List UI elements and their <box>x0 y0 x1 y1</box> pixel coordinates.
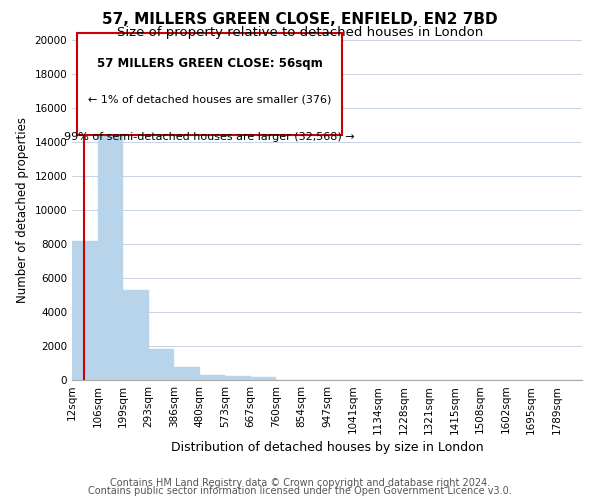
Text: Contains HM Land Registry data © Crown copyright and database right 2024.: Contains HM Land Registry data © Crown c… <box>110 478 490 488</box>
Text: 57 MILLERS GREEN CLOSE: 56sqm: 57 MILLERS GREEN CLOSE: 56sqm <box>97 57 323 70</box>
FancyBboxPatch shape <box>77 33 342 135</box>
Bar <box>72 240 97 380</box>
Bar <box>123 290 149 380</box>
Bar <box>225 376 251 380</box>
Bar <box>149 348 174 380</box>
Bar <box>199 375 225 380</box>
Text: 99% of semi-detached houses are larger (32,568) →: 99% of semi-detached houses are larger (… <box>64 132 355 142</box>
Bar <box>251 376 276 380</box>
Bar <box>174 367 199 380</box>
Y-axis label: Number of detached properties: Number of detached properties <box>16 117 29 303</box>
Text: ← 1% of detached houses are smaller (376): ← 1% of detached houses are smaller (376… <box>88 94 331 104</box>
Text: Contains public sector information licensed under the Open Government Licence v3: Contains public sector information licen… <box>88 486 512 496</box>
Text: 57, MILLERS GREEN CLOSE, ENFIELD, EN2 7BD: 57, MILLERS GREEN CLOSE, ENFIELD, EN2 7B… <box>102 12 498 28</box>
X-axis label: Distribution of detached houses by size in London: Distribution of detached houses by size … <box>170 440 484 454</box>
Bar <box>97 100 123 380</box>
Text: Size of property relative to detached houses in London: Size of property relative to detached ho… <box>117 26 483 39</box>
